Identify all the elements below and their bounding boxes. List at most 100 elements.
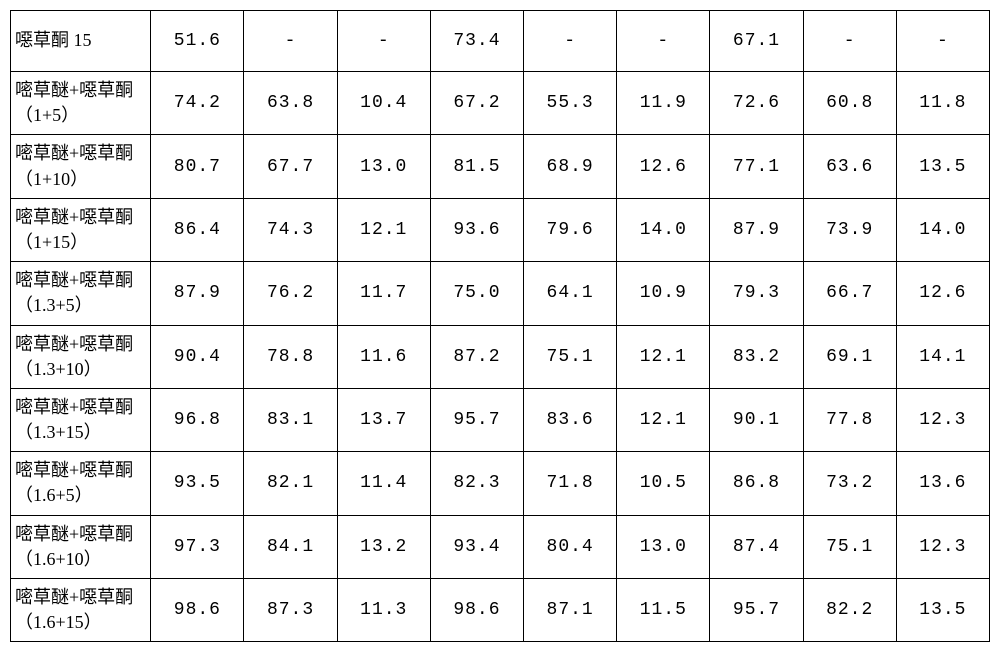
cell-value: 55.3 — [524, 72, 617, 135]
cell-value: 14.1 — [896, 325, 989, 388]
cell-value: - — [617, 11, 710, 72]
cell-value: 11.7 — [337, 262, 430, 325]
cell-value: 77.1 — [710, 135, 803, 198]
cell-value: 90.1 — [710, 388, 803, 451]
cell-value: 73.9 — [803, 198, 896, 261]
cell-value: 63.6 — [803, 135, 896, 198]
table-row: 嘧草醚+噁草酮（1.3+15）96.883.113.795.783.612.19… — [11, 388, 990, 451]
cell-value: 13.5 — [896, 135, 989, 198]
cell-value: 63.8 — [244, 72, 337, 135]
cell-value: 93.6 — [430, 198, 523, 261]
cell-value: 12.1 — [617, 388, 710, 451]
row-label: 嘧草醚+噁草酮（1+15） — [11, 198, 151, 261]
cell-value: 67.1 — [710, 11, 803, 72]
cell-value: - — [524, 11, 617, 72]
row-label: 嘧草醚+噁草酮（1+10） — [11, 135, 151, 198]
cell-value: 98.6 — [430, 579, 523, 642]
cell-value: 11.4 — [337, 452, 430, 515]
data-table: 噁草酮 1551.6--73.4--67.1--嘧草醚+噁草酮（1+5）74.2… — [10, 10, 990, 642]
cell-value: 75.1 — [803, 515, 896, 578]
cell-value: 81.5 — [430, 135, 523, 198]
table-row: 嘧草醚+噁草酮（1.6+5）93.582.111.482.371.810.586… — [11, 452, 990, 515]
table-row: 嘧草醚+噁草酮（1.3+10）90.478.811.687.275.112.18… — [11, 325, 990, 388]
cell-value: 82.3 — [430, 452, 523, 515]
row-label: 嘧草醚+噁草酮（1.3+10） — [11, 325, 151, 388]
cell-value: 87.1 — [524, 579, 617, 642]
cell-value: 98.6 — [151, 579, 244, 642]
table-row: 嘧草醚+噁草酮（1+15）86.474.312.193.679.614.087.… — [11, 198, 990, 261]
cell-value: - — [337, 11, 430, 72]
cell-value: 84.1 — [244, 515, 337, 578]
cell-value: - — [803, 11, 896, 72]
cell-value: 73.4 — [430, 11, 523, 72]
cell-value: 69.1 — [803, 325, 896, 388]
cell-value: 13.7 — [337, 388, 430, 451]
row-label: 嘧草醚+噁草酮（1.3+15） — [11, 388, 151, 451]
cell-value: 51.6 — [151, 11, 244, 72]
cell-value: 64.1 — [524, 262, 617, 325]
cell-value: 80.7 — [151, 135, 244, 198]
cell-value: 14.0 — [896, 198, 989, 261]
cell-value: 67.2 — [430, 72, 523, 135]
cell-value: 75.1 — [524, 325, 617, 388]
cell-value: - — [896, 11, 989, 72]
table-row: 嘧草醚+噁草酮（1.6+15）98.687.311.398.687.111.59… — [11, 579, 990, 642]
row-label: 嘧草醚+噁草酮（1+5） — [11, 72, 151, 135]
cell-value: 12.6 — [617, 135, 710, 198]
cell-value: 87.9 — [151, 262, 244, 325]
cell-value: 77.8 — [803, 388, 896, 451]
cell-value: 10.9 — [617, 262, 710, 325]
cell-value: 90.4 — [151, 325, 244, 388]
cell-value: 13.0 — [337, 135, 430, 198]
cell-value: 12.1 — [337, 198, 430, 261]
cell-value: 74.2 — [151, 72, 244, 135]
cell-value: 93.5 — [151, 452, 244, 515]
cell-value: 79.6 — [524, 198, 617, 261]
row-label: 嘧草醚+噁草酮（1.6+15） — [11, 579, 151, 642]
cell-value: 93.4 — [430, 515, 523, 578]
cell-value: - — [244, 11, 337, 72]
row-label: 嘧草醚+噁草酮（1.6+5） — [11, 452, 151, 515]
cell-value: 12.6 — [896, 262, 989, 325]
cell-value: 76.2 — [244, 262, 337, 325]
cell-value: 11.8 — [896, 72, 989, 135]
cell-value: 10.4 — [337, 72, 430, 135]
cell-value: 72.6 — [710, 72, 803, 135]
table-row: 嘧草醚+噁草酮（1.6+10）97.384.113.293.480.413.08… — [11, 515, 990, 578]
cell-value: 66.7 — [803, 262, 896, 325]
cell-value: 12.3 — [896, 515, 989, 578]
cell-value: 87.3 — [244, 579, 337, 642]
row-label: 嘧草醚+噁草酮（1.3+5） — [11, 262, 151, 325]
cell-value: 95.7 — [430, 388, 523, 451]
cell-value: 95.7 — [710, 579, 803, 642]
cell-value: 13.2 — [337, 515, 430, 578]
cell-value: 67.7 — [244, 135, 337, 198]
cell-value: 86.4 — [151, 198, 244, 261]
cell-value: 86.8 — [710, 452, 803, 515]
row-label: 嘧草醚+噁草酮（1.6+10） — [11, 515, 151, 578]
cell-value: 11.9 — [617, 72, 710, 135]
cell-value: 14.0 — [617, 198, 710, 261]
cell-value: 75.0 — [430, 262, 523, 325]
cell-value: 79.3 — [710, 262, 803, 325]
cell-value: 82.1 — [244, 452, 337, 515]
cell-value: 10.5 — [617, 452, 710, 515]
table-row: 嘧草醚+噁草酮（1+10）80.767.713.081.568.912.677.… — [11, 135, 990, 198]
cell-value: 82.2 — [803, 579, 896, 642]
cell-value: 13.6 — [896, 452, 989, 515]
table-row: 噁草酮 1551.6--73.4--67.1-- — [11, 11, 990, 72]
cell-value: 78.8 — [244, 325, 337, 388]
cell-value: 83.2 — [710, 325, 803, 388]
cell-value: 87.4 — [710, 515, 803, 578]
row-label: 噁草酮 15 — [11, 11, 151, 72]
cell-value: 11.5 — [617, 579, 710, 642]
table-row: 嘧草醚+噁草酮（1+5）74.263.810.467.255.311.972.6… — [11, 72, 990, 135]
cell-value: 83.1 — [244, 388, 337, 451]
cell-value: 96.8 — [151, 388, 244, 451]
cell-value: 97.3 — [151, 515, 244, 578]
cell-value: 12.1 — [617, 325, 710, 388]
cell-value: 11.6 — [337, 325, 430, 388]
cell-value: 71.8 — [524, 452, 617, 515]
cell-value: 83.6 — [524, 388, 617, 451]
cell-value: 80.4 — [524, 515, 617, 578]
